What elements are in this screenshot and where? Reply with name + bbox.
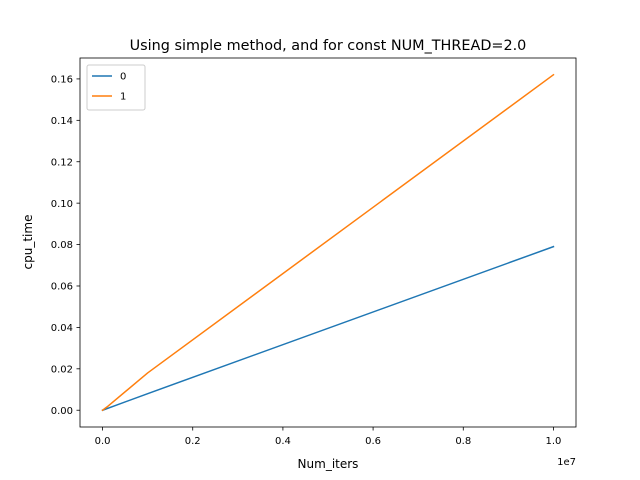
x-tick-label: 0.0 xyxy=(95,436,111,447)
y-tick-label: 0.12 xyxy=(51,157,73,168)
y-axis-ticks: 0.00 0.02 0.04 0.06 0.08 0.10 0.12 0.14 0.16 xyxy=(51,75,80,417)
y-tick-label: 0.14 xyxy=(51,116,73,127)
x-axis-label: Num_iters xyxy=(298,457,359,471)
series-line-1 xyxy=(101,73,555,412)
x-axis-ticks: 0.0 0.2 0.4 0.6 0.8 1.0 xyxy=(95,427,562,447)
x-tick-label: 1.0 xyxy=(546,436,562,447)
y-tick-label: 0.16 xyxy=(51,75,73,86)
chart-title: Using simple method, and for const NUM_T… xyxy=(130,38,527,54)
x-axis-offset-label: 1e7 xyxy=(557,457,576,468)
legend-box xyxy=(86,64,146,111)
y-tick-label: 0.08 xyxy=(51,240,73,251)
y-tick-label: 0.10 xyxy=(51,199,73,210)
y-tick-label: 0.02 xyxy=(51,364,73,375)
y-axis-label: cpu_time xyxy=(21,215,35,270)
legend: 01 xyxy=(86,64,146,111)
legend-label-1: 1 xyxy=(120,92,126,103)
legend-label-0: 0 xyxy=(120,72,126,83)
plot-frame xyxy=(79,57,577,428)
x-tick-label: 0.8 xyxy=(455,436,471,447)
series-lines xyxy=(101,73,555,412)
x-tick-label: 0.4 xyxy=(275,436,291,447)
y-tick-label: 0.04 xyxy=(51,323,73,334)
x-tick-label: 0.2 xyxy=(185,436,201,447)
series-line-0 xyxy=(101,245,555,412)
y-tick-label: 0.06 xyxy=(51,282,73,293)
y-tick-label: 0.00 xyxy=(51,406,73,417)
x-tick-label: 0.6 xyxy=(365,436,381,447)
